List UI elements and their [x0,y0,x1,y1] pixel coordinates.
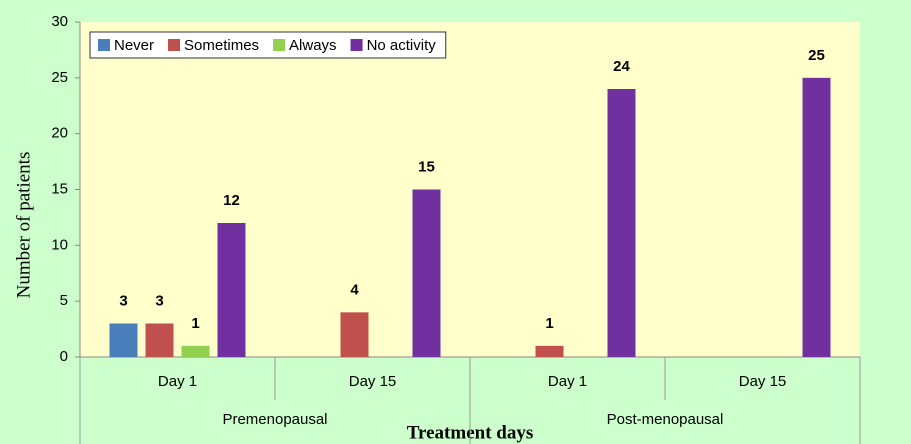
data-label: 25 [808,47,825,64]
plot-area [80,22,860,357]
legend-swatch [350,39,363,51]
bar [802,77,831,357]
y-tick-label: 5 [60,292,68,309]
legend-label: No activity [367,37,437,54]
group-label: Post-menopausal [607,411,724,428]
legend-box [89,31,447,59]
data-label: 3 [119,292,127,309]
data-label: 4 [350,281,359,298]
y-tick-label: 30 [51,13,68,30]
legend-swatch [273,39,286,51]
x-tick-label: Day 15 [349,373,397,390]
y-tick-label: 20 [51,125,68,142]
bar [181,345,210,357]
bar [217,223,246,357]
bar [607,89,636,357]
data-label: 15 [418,158,435,175]
data-label: 1 [545,315,553,332]
bar [412,189,441,357]
legend-label: Always [289,37,337,54]
y-tick-label: 0 [60,348,68,365]
data-label: 24 [613,58,630,75]
bar [109,323,138,357]
group-label: Premenopausal [222,411,327,428]
bar [145,323,174,357]
bar [535,345,564,357]
bar [340,312,369,357]
y-axis-title: Number of patients [13,152,34,299]
y-tick-label: 10 [51,236,68,253]
data-label: 1 [191,315,199,332]
x-tick-label: Day 1 [158,373,197,390]
y-tick-label: 15 [51,180,68,197]
data-label: 3 [155,292,163,309]
x-tick-label: Day 1 [548,373,587,390]
data-label: 12 [223,192,240,209]
x-tick-label: Day 15 [739,373,787,390]
legend-label: Sometimes [184,37,259,54]
legend-swatch [98,39,110,51]
y-tick-label: 25 [51,69,68,86]
legend-label: Never [114,37,154,54]
legend-swatch [168,39,181,51]
